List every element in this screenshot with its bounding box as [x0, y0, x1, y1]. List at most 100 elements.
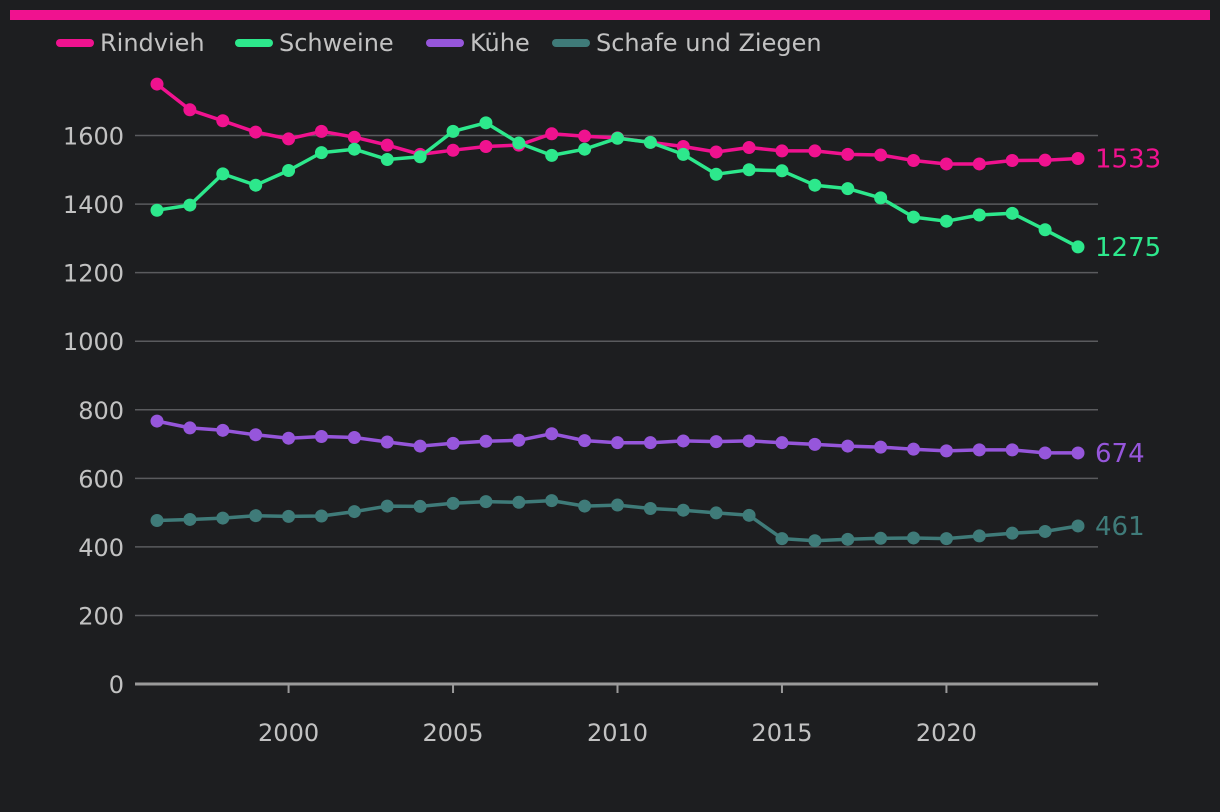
y-tick-label: 600	[78, 465, 124, 493]
data-point	[874, 440, 888, 454]
data-point	[874, 531, 888, 545]
data-point	[1005, 443, 1019, 457]
data-point	[972, 208, 986, 222]
data-point	[611, 131, 624, 145]
data-point	[643, 501, 657, 515]
series-layer: 1533 1275 674 461	[150, 77, 1161, 548]
data-point	[150, 77, 164, 91]
legend: Rindvieh Schweine Kühe Schafe und Ziegen	[56, 29, 822, 57]
series-line	[155, 82, 1080, 166]
data-point	[413, 150, 427, 164]
data-point	[676, 434, 690, 448]
data-point	[1038, 153, 1052, 167]
legend-label: Rindvieh	[100, 29, 205, 57]
data-point	[709, 167, 723, 181]
data-point	[808, 144, 822, 158]
data-point	[1071, 446, 1085, 460]
data-point	[413, 499, 427, 513]
data-point	[545, 494, 559, 508]
data-point	[611, 436, 624, 450]
data-point	[479, 434, 493, 448]
data-point	[512, 433, 526, 447]
data-point	[446, 436, 460, 450]
data-point	[347, 505, 361, 519]
data-point	[183, 103, 197, 117]
gridlines	[135, 134, 1098, 617]
data-point	[742, 434, 756, 448]
legend-label: Kühe	[470, 29, 530, 57]
data-point	[939, 214, 953, 228]
accent-bar	[10, 10, 1210, 20]
data-point	[1071, 519, 1085, 533]
data-point	[808, 178, 822, 192]
data-point	[775, 532, 789, 546]
series-schafe-und-ziegen: 461	[150, 494, 1145, 548]
data-point	[578, 499, 592, 513]
data-point	[1005, 206, 1019, 220]
y-tick-label: 1600	[63, 123, 124, 151]
data-point	[939, 444, 953, 458]
data-point	[282, 132, 296, 146]
data-point	[314, 146, 328, 160]
data-point	[578, 129, 592, 143]
data-point	[216, 511, 230, 525]
data-point	[841, 182, 855, 196]
end-value-label: 1533	[1095, 144, 1161, 174]
data-point	[479, 139, 493, 153]
data-point	[183, 421, 197, 435]
legend-label: Schweine	[279, 29, 394, 57]
data-point	[643, 135, 657, 149]
data-point	[907, 531, 921, 545]
series-rindvieh: 1533	[150, 77, 1161, 174]
end-value-label: 674	[1095, 439, 1145, 469]
x-tick-label: 2010	[587, 719, 648, 747]
data-point	[183, 512, 197, 526]
series-schweine: 1275	[150, 116, 1161, 263]
data-point	[1038, 524, 1052, 538]
data-point	[282, 163, 296, 177]
data-point	[479, 116, 493, 130]
data-point	[1038, 223, 1052, 237]
y-tick-label: 1400	[63, 191, 124, 219]
data-point	[512, 136, 526, 150]
data-point	[1038, 446, 1052, 460]
data-point	[972, 443, 986, 457]
data-point	[446, 143, 460, 157]
data-point	[808, 437, 822, 451]
data-point	[874, 148, 888, 162]
axes: 0 200 400 600 800 1000 1200 1400 1600 2000 2005 201…	[63, 123, 1098, 747]
data-point	[907, 210, 921, 224]
data-point	[249, 509, 263, 523]
data-point	[347, 142, 361, 156]
data-point	[314, 509, 328, 523]
data-point	[972, 157, 986, 171]
data-point	[347, 431, 361, 445]
data-point	[841, 147, 855, 161]
y-tick-label: 1200	[63, 260, 124, 288]
data-point	[578, 142, 592, 156]
data-point	[380, 152, 394, 166]
data-point	[874, 191, 888, 205]
data-point	[282, 509, 296, 523]
data-point	[709, 145, 723, 159]
data-point	[611, 498, 624, 512]
data-point	[775, 164, 789, 178]
data-point	[545, 427, 559, 441]
data-point	[1005, 526, 1019, 540]
data-point	[249, 125, 263, 139]
data-point	[841, 532, 855, 546]
data-point	[676, 147, 690, 161]
data-point	[972, 529, 986, 543]
end-value-label: 1275	[1095, 233, 1161, 263]
data-point	[545, 127, 559, 141]
data-point	[742, 163, 756, 177]
legend-label: Schafe und Ziegen	[596, 29, 822, 57]
data-point	[709, 435, 723, 449]
data-point	[216, 167, 230, 181]
data-point	[216, 423, 230, 437]
x-tick-label: 2020	[916, 719, 977, 747]
y-tick-label: 400	[78, 534, 124, 562]
x-tick-label: 2015	[751, 719, 812, 747]
